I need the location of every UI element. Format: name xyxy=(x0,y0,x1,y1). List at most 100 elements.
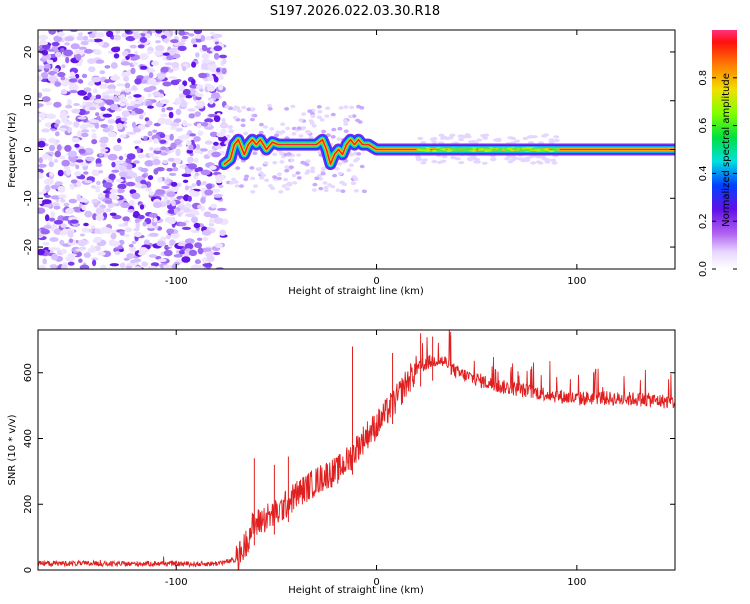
noise-speckle xyxy=(119,102,126,107)
noise-speckle xyxy=(171,200,176,207)
noise-speckle xyxy=(67,230,74,238)
noise-speckle xyxy=(59,239,65,246)
noise-speckle xyxy=(147,50,153,55)
noise-speckle xyxy=(288,165,294,169)
noise-speckle xyxy=(185,95,193,99)
noise-speckle xyxy=(353,158,358,163)
noise-speckle xyxy=(270,186,276,191)
noise-speckle xyxy=(170,39,179,44)
noise-speckle xyxy=(180,134,190,140)
noise-speckle xyxy=(53,220,64,225)
noise-speckle xyxy=(57,71,66,78)
noise-speckle xyxy=(187,156,193,164)
noise-speckle xyxy=(145,33,151,39)
noise-speckle xyxy=(483,133,490,137)
noise-speckle xyxy=(165,234,171,240)
noise-speckle xyxy=(219,75,224,81)
noise-speckle xyxy=(133,160,140,164)
noise-speckle xyxy=(105,192,110,199)
noise-speckle xyxy=(57,185,66,193)
noise-speckle xyxy=(104,65,111,69)
noise-speckle xyxy=(530,161,537,165)
noise-speckle xyxy=(159,139,167,144)
noise-speckle xyxy=(53,205,61,210)
noise-speckle xyxy=(127,209,136,213)
noise-speckle xyxy=(79,233,85,237)
noise-speckle xyxy=(73,103,80,106)
noise-speckle xyxy=(95,158,102,165)
noise-speckle xyxy=(458,161,465,165)
noise-speckle xyxy=(50,128,56,132)
noise-speckle xyxy=(50,211,56,218)
spectrogram-ytick-label: -10 xyxy=(23,190,34,206)
noise-speckle xyxy=(116,122,124,130)
noise-speckle xyxy=(258,171,264,175)
noise-speckle xyxy=(38,105,41,109)
noise-speckle xyxy=(187,163,197,170)
noise-speckle xyxy=(61,264,68,269)
ridge-speckle xyxy=(462,148,469,151)
noise-speckle xyxy=(88,66,96,73)
noise-speckle xyxy=(160,146,167,151)
noise-speckle xyxy=(177,45,187,51)
noise-speckle xyxy=(92,259,97,267)
noise-speckle xyxy=(127,170,134,177)
noise-speckle xyxy=(213,251,221,256)
noise-speckle xyxy=(298,134,304,138)
noise-speckle xyxy=(87,81,95,87)
ridge-speckle xyxy=(548,149,555,153)
noise-speckle xyxy=(120,61,131,66)
noise-speckle xyxy=(349,153,354,157)
noise-speckle xyxy=(335,188,341,193)
noise-speckle xyxy=(323,188,329,193)
noise-speckle xyxy=(160,113,168,118)
noise-speckle xyxy=(281,184,287,188)
noise-speckle xyxy=(139,36,148,43)
noise-speckle xyxy=(330,112,336,117)
noise-speckle xyxy=(510,155,516,159)
noise-speckle xyxy=(249,117,255,122)
chart-title: S197.2026.022.03.30.R18 xyxy=(270,4,440,19)
noise-speckle xyxy=(181,226,192,230)
noise-speckle xyxy=(143,239,150,246)
noise-speckle xyxy=(263,161,269,165)
noise-speckle xyxy=(78,79,84,84)
noise-speckle xyxy=(261,173,266,178)
noise-speckle xyxy=(157,258,167,263)
noise-speckle xyxy=(133,266,142,269)
noise-speckle xyxy=(38,34,49,41)
noise-speckle xyxy=(130,67,136,75)
noise-speckle xyxy=(431,140,438,144)
noise-speckle xyxy=(285,126,291,131)
noise-speckle xyxy=(194,38,203,43)
noise-speckle xyxy=(201,62,208,70)
noise-speckle xyxy=(221,67,227,75)
noise-speckle xyxy=(50,195,61,200)
noise-speckle xyxy=(133,30,141,33)
snr-series-line xyxy=(38,330,675,570)
noise-speckle xyxy=(209,165,217,170)
spectrogram-xlabel: Height of straight line (km) xyxy=(288,286,424,297)
noise-speckle xyxy=(96,180,101,186)
noise-speckle xyxy=(133,210,140,216)
noise-speckle xyxy=(40,228,50,235)
noise-speckle xyxy=(269,127,275,131)
noise-speckle xyxy=(145,100,153,107)
noise-speckle xyxy=(164,118,173,126)
noise-speckle xyxy=(316,105,322,109)
noise-speckle xyxy=(68,83,79,91)
noise-speckle xyxy=(119,262,126,269)
noise-speckle xyxy=(211,151,221,158)
noise-speckle xyxy=(121,110,130,118)
noise-speckle xyxy=(62,82,67,87)
colorbar: 0.0 0.2 0.4 0.6 0.8 Normalized spectral ampl… xyxy=(698,30,737,277)
noise-speckle xyxy=(94,99,103,104)
noise-speckle xyxy=(301,112,307,116)
noise-speckle xyxy=(189,189,196,197)
noise-speckle xyxy=(177,212,182,217)
noise-speckle xyxy=(200,35,206,42)
noise-speckle xyxy=(84,106,91,112)
noise-speckle xyxy=(68,127,73,133)
noise-speckle xyxy=(51,41,60,47)
noise-speckle xyxy=(253,184,258,188)
